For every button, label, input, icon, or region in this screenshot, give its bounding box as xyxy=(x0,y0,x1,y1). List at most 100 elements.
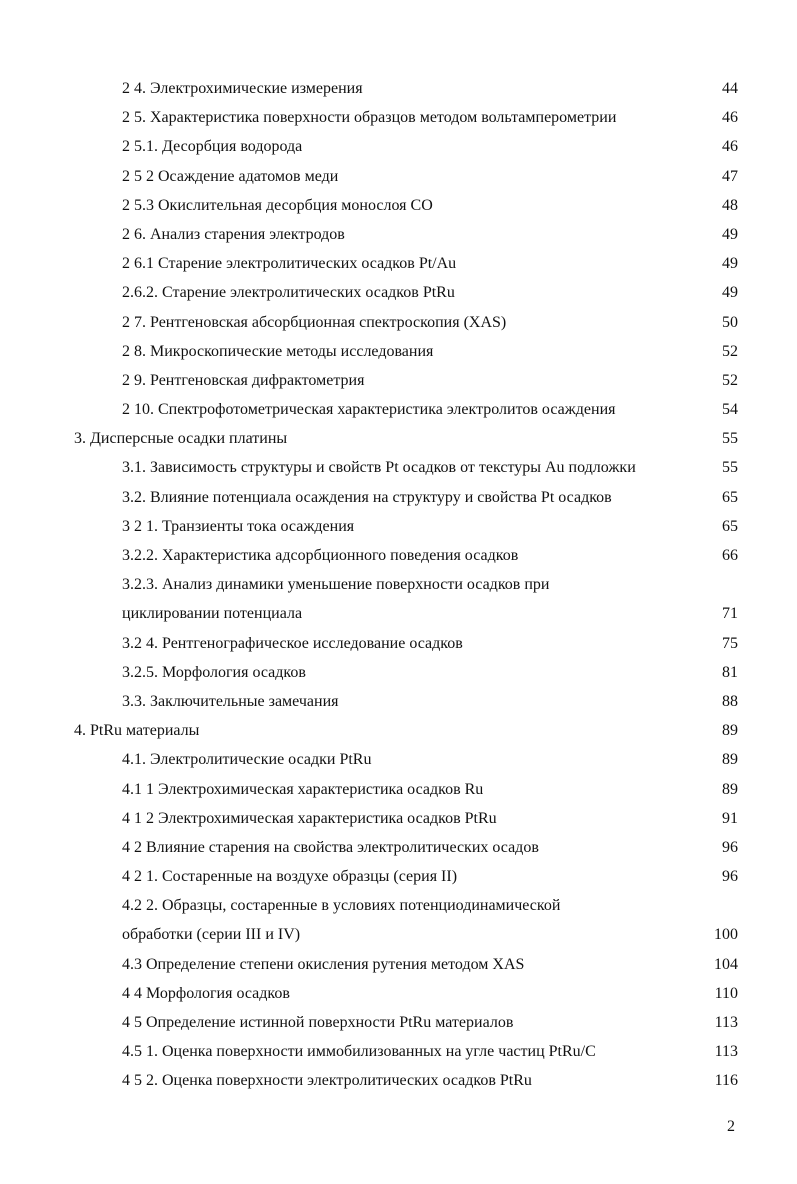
toc-entry-page: 81 xyxy=(722,663,738,681)
toc-entry-title: 3 2 1. Транзиенты тока осаждения xyxy=(122,517,355,535)
toc-entry-page: 89 xyxy=(722,780,738,798)
toc-entry-page: 89 xyxy=(722,722,738,740)
toc-entry-page: 48 xyxy=(722,196,738,214)
toc-entry-title: 4.5 1. Оценка поверхности иммобилизованн… xyxy=(122,1043,596,1061)
toc-entry: 3.2.3. Анализ динамики уменьшение поверх… xyxy=(74,570,738,599)
toc-entry-page: 50 xyxy=(722,313,738,331)
toc-entry: 4 1 2 Электрохимическая характеристика о… xyxy=(74,804,738,833)
toc-entry: 4.2 2. Образцы, состаренные в условиях п… xyxy=(74,891,738,920)
toc-entry: 4. PtRu материалы 89 xyxy=(74,716,738,745)
toc-entry: 2 5 2 Осаждение адатомов меди 47 xyxy=(74,162,738,191)
toc-entry: 2.6.2. Старение электролитических осадко… xyxy=(74,278,738,307)
toc-entry-title: 2 6. Анализ старения электродов xyxy=(122,225,345,243)
toc-entry: 2 8. Микроскопические методы исследовани… xyxy=(74,337,738,366)
toc-entry-title: 2 5.3 Окислительная десорбция монослоя С… xyxy=(122,196,433,214)
toc-entry-title: 4.3 Определение степени окисления рутени… xyxy=(122,955,525,973)
toc-entry-title: 2.6.2. Старение электролитических осадко… xyxy=(122,284,455,302)
toc-entry: 3.3. Заключительные замечания 88 xyxy=(74,687,738,716)
toc-entry: 4.5 1. Оценка поверхности иммобилизованн… xyxy=(74,1037,738,1066)
toc-entry-title: 3.3. Заключительные замечания xyxy=(122,692,339,710)
toc-entry: 4 5 2. Оценка поверхности электролитичес… xyxy=(74,1066,738,1095)
toc-entry: 4 5 Определение истинной поверхности PtR… xyxy=(74,1008,738,1037)
toc-entry-title: 2 5. Характеристика поверхности образцов… xyxy=(122,109,617,127)
toc-entry: 3.1. Зависимость структуры и свойств Pt … xyxy=(74,453,738,482)
toc-entry-title: 3.1. Зависимость структуры и свойств Pt … xyxy=(122,459,636,477)
toc-entry-title: 4 2 1. Состаренные на воздухе образцы (с… xyxy=(122,868,458,886)
toc-entry: циклировании потенциала 71 xyxy=(74,599,738,628)
toc-entry-page: 96 xyxy=(722,868,738,886)
toc-entry: 2 4. Электрохимические измерения 44 xyxy=(74,74,738,103)
toc-entry-title: 2 6.1 Старение электролитических осадков… xyxy=(122,255,457,273)
table-of-contents: 2 4. Электрохимические измерения 44 2 5. Х… xyxy=(74,74,738,1096)
toc-entry: 2 5.3 Окислительная десорбция монослоя С… xyxy=(74,191,738,220)
toc-entry-page: 104 xyxy=(714,955,738,973)
toc-entry-page: 71 xyxy=(722,605,738,623)
toc-entry: 2 7. Рентгеновская абсорбционная спектро… xyxy=(74,308,738,337)
toc-entry: 3.2.5. Морфология осадков 81 xyxy=(74,658,738,687)
toc-entry-page: 54 xyxy=(722,401,738,419)
toc-entry: 4.1 1 Электрохимическая характеристика о… xyxy=(74,775,738,804)
toc-entry-page: 110 xyxy=(714,984,738,1002)
toc-entry-page: 49 xyxy=(722,284,738,302)
toc-entry: 2 5.1. Десорбция водорода 46 xyxy=(74,132,738,161)
toc-entry-page: 65 xyxy=(722,517,738,535)
toc-entry-page: 75 xyxy=(722,634,738,652)
toc-entry-page: 49 xyxy=(722,255,738,273)
toc-entry-page: 46 xyxy=(722,138,738,156)
toc-entry-title: 4.1. Электролитические осадки PtRu xyxy=(122,751,372,769)
toc-entry-title: 4 2 Влияние старения на свойства электро… xyxy=(122,838,539,856)
toc-entry-page: 47 xyxy=(722,167,738,185)
toc-entry-title: 2 7. Рентгеновская абсорбционная спектро… xyxy=(122,313,507,331)
toc-entry: обработки (серии III и IV) 100 xyxy=(74,920,738,949)
toc-entry-title: 4.1 1 Электрохимическая характеристика о… xyxy=(122,780,484,798)
toc-entry-title: 4. PtRu материалы xyxy=(74,722,200,740)
toc-entry-title: 4 5 2. Оценка поверхности электролитичес… xyxy=(122,1072,532,1090)
toc-entry-title: 3.2.5. Морфология осадков xyxy=(122,663,306,681)
toc-entry-title: 4 4 Морфология осадков xyxy=(122,984,290,1002)
toc-entry-title: 2 8. Микроскопические методы исследовани… xyxy=(122,342,434,360)
toc-entry-page: 88 xyxy=(722,692,738,710)
toc-entry: 2 5. Характеристика поверхности образцов… xyxy=(74,103,738,132)
toc-entry-title: 3.2 4. Рентгенографическое исследование … xyxy=(122,634,463,652)
toc-entry-page: 46 xyxy=(722,109,738,127)
toc-entry-page: 49 xyxy=(722,225,738,243)
toc-entry-page: 52 xyxy=(722,342,738,360)
toc-entry: 4.3 Определение степени окисления рутени… xyxy=(74,950,738,979)
toc-entry: 4 2 Влияние старения на свойства электро… xyxy=(74,833,738,862)
toc-entry-page: 65 xyxy=(722,488,738,506)
page-number: 2 xyxy=(727,1118,735,1135)
toc-entry: 3 2 1. Транзиенты тока осаждения 65 xyxy=(74,512,738,541)
toc-entry-title: 3. Дисперсные осадки платины xyxy=(74,430,288,448)
toc-entry-title: 2 9. Рентгеновская дифрактометрия xyxy=(122,371,365,389)
toc-entry-page: 100 xyxy=(714,926,738,944)
toc-entry: 4 4 Морфология осадков 110 xyxy=(74,979,738,1008)
toc-entry-page: 113 xyxy=(714,1014,738,1031)
toc-entry: 2 10. Спектрофотометрическая характерист… xyxy=(74,395,738,424)
toc-entry-title: 2 4. Электрохимические измерения xyxy=(122,80,363,97)
toc-entry: 3.2 4. Рентгенографическое исследование … xyxy=(74,629,738,658)
toc-entry-title: 4 1 2 Электрохимическая характеристика о… xyxy=(122,809,497,827)
toc-entry-page: 44 xyxy=(722,80,738,97)
toc-entry-page: 55 xyxy=(722,459,738,477)
toc-entry-title: 4 5 Определение истинной поверхности PtR… xyxy=(122,1014,514,1031)
toc-entry-title: 2 5 2 Осаждение адатомов меди xyxy=(122,167,339,185)
toc-entry: 2 6.1 Старение электролитических осадков… xyxy=(74,249,738,278)
toc-entry-page: 66 xyxy=(722,547,738,564)
toc-entry-page: 113 xyxy=(714,1043,738,1061)
toc-entry-page: 55 xyxy=(722,430,738,448)
toc-entry: 3.2.2. Характеристика адсорбционного пов… xyxy=(74,541,738,570)
toc-entry: 4.1. Электролитические осадки PtRu 89 xyxy=(74,745,738,774)
toc-entry-title: 4.2 2. Образцы, состаренные в условиях п… xyxy=(122,897,561,915)
toc-entry-title: 2 10. Спектрофотометрическая характерист… xyxy=(122,401,616,419)
toc-entry: 2 9. Рентгеновская дифрактометрия 52 xyxy=(74,366,738,395)
toc-entry-title: 2 5.1. Десорбция водорода xyxy=(122,138,303,156)
toc-entry-page: 89 xyxy=(722,751,738,769)
toc-entry: 3. Дисперсные осадки платины 55 xyxy=(74,424,738,453)
toc-entry: 3.2. Влияние потенциала осаждения на стр… xyxy=(74,483,738,512)
toc-entry-title: циклировании потенциала xyxy=(122,605,303,623)
toc-entry-title: 3.2. Влияние потенциала осаждения на стр… xyxy=(122,488,612,506)
toc-entry-page: 116 xyxy=(714,1072,738,1090)
toc-entry-title: 3.2.3. Анализ динамики уменьшение поверх… xyxy=(122,576,550,594)
toc-entry-page: 91 xyxy=(722,809,738,827)
toc-entry-page: 52 xyxy=(722,371,738,389)
